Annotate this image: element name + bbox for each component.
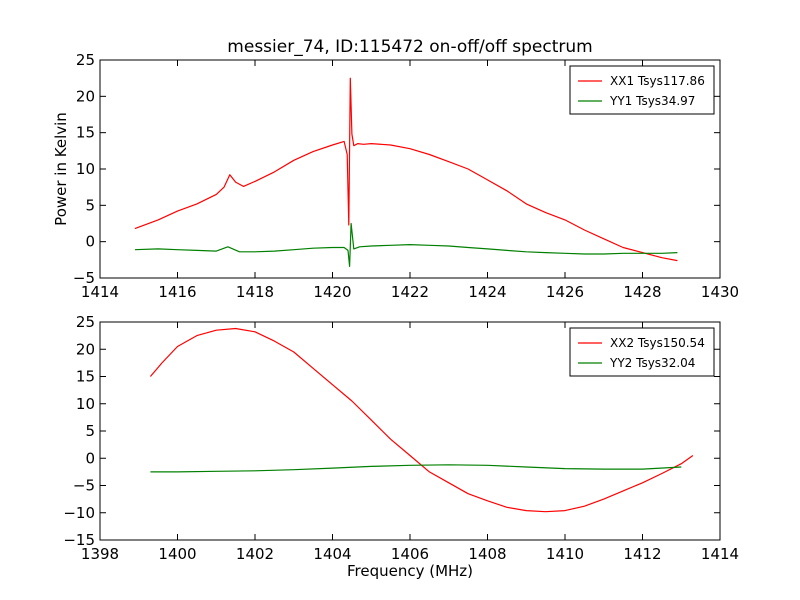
y-tick-label: −5 [73,269,95,287]
y-tick-label: 25 [76,51,95,69]
y-tick-label: −10 [63,504,95,522]
x-axis-label: Frequency (MHz) [347,562,473,580]
legend-box [569,65,715,115]
x-tick-label: 1416 [158,283,196,301]
series-line-0-1 [134,222,678,267]
x-tick-label: 1418 [236,283,274,301]
y-tick-label: −5 [73,477,95,495]
legend-box [569,327,715,377]
legend-label: YY2 Tsys32.04 [609,356,695,370]
y-tick-label: −15 [63,531,95,549]
x-tick-label: 1424 [468,283,506,301]
series-line-0-0 [134,77,678,262]
x-tick-label: 1406 [391,545,429,563]
y-tick-label: 5 [85,422,95,440]
x-tick-label: 1410 [546,545,584,563]
y-tick-label: 0 [85,233,95,251]
x-tick-label: 1404 [313,545,351,563]
y-tick-label: 15 [76,368,95,386]
x-tick-label: 1412 [623,545,661,563]
legend-label: XX1 Tsys117.86 [610,74,705,88]
x-tick-label: 1414 [81,283,119,301]
chart-title: messier_74, ID:115472 on-off/off spectru… [227,37,592,57]
x-tick-label: 1426 [546,283,584,301]
x-tick-label: 1414 [701,545,739,563]
x-tick-label: 1420 [313,283,351,301]
y-tick-label: 0 [85,449,95,467]
legend-label: XX2 Tsys150.54 [610,336,705,350]
y-tick-label: 25 [76,313,95,331]
y-tick-label: 10 [76,160,95,178]
x-tick-label: 1428 [623,283,661,301]
y-tick-label: 20 [76,87,95,105]
series-line-1-1 [150,464,682,473]
y-tick-label: 15 [76,124,95,142]
y-tick-label: 5 [85,196,95,214]
x-tick-label: 1400 [158,545,196,563]
bottom-plot: 1398 1400 1402 1404 1406 1408 1410 1412 1414 −15 −… [63,313,739,563]
series-line-1-0 [149,327,694,513]
x-tick-label: 1398 [81,545,119,563]
y-tick-label: 20 [76,340,95,358]
y-axis-label: Power in Kelvin [52,112,70,226]
top-plot: 1414 1416 1418 1420 1422 1424 1426 1428 1430 −5 0 5… [73,51,739,301]
legend-label: YY1 Tsys34.97 [609,94,695,108]
x-tick-label: 1422 [391,283,429,301]
x-tick-label: 1402 [236,545,274,563]
y-tick-label: 10 [76,395,95,413]
x-tick-label: 1408 [468,545,506,563]
x-tick-label: 1430 [701,283,739,301]
